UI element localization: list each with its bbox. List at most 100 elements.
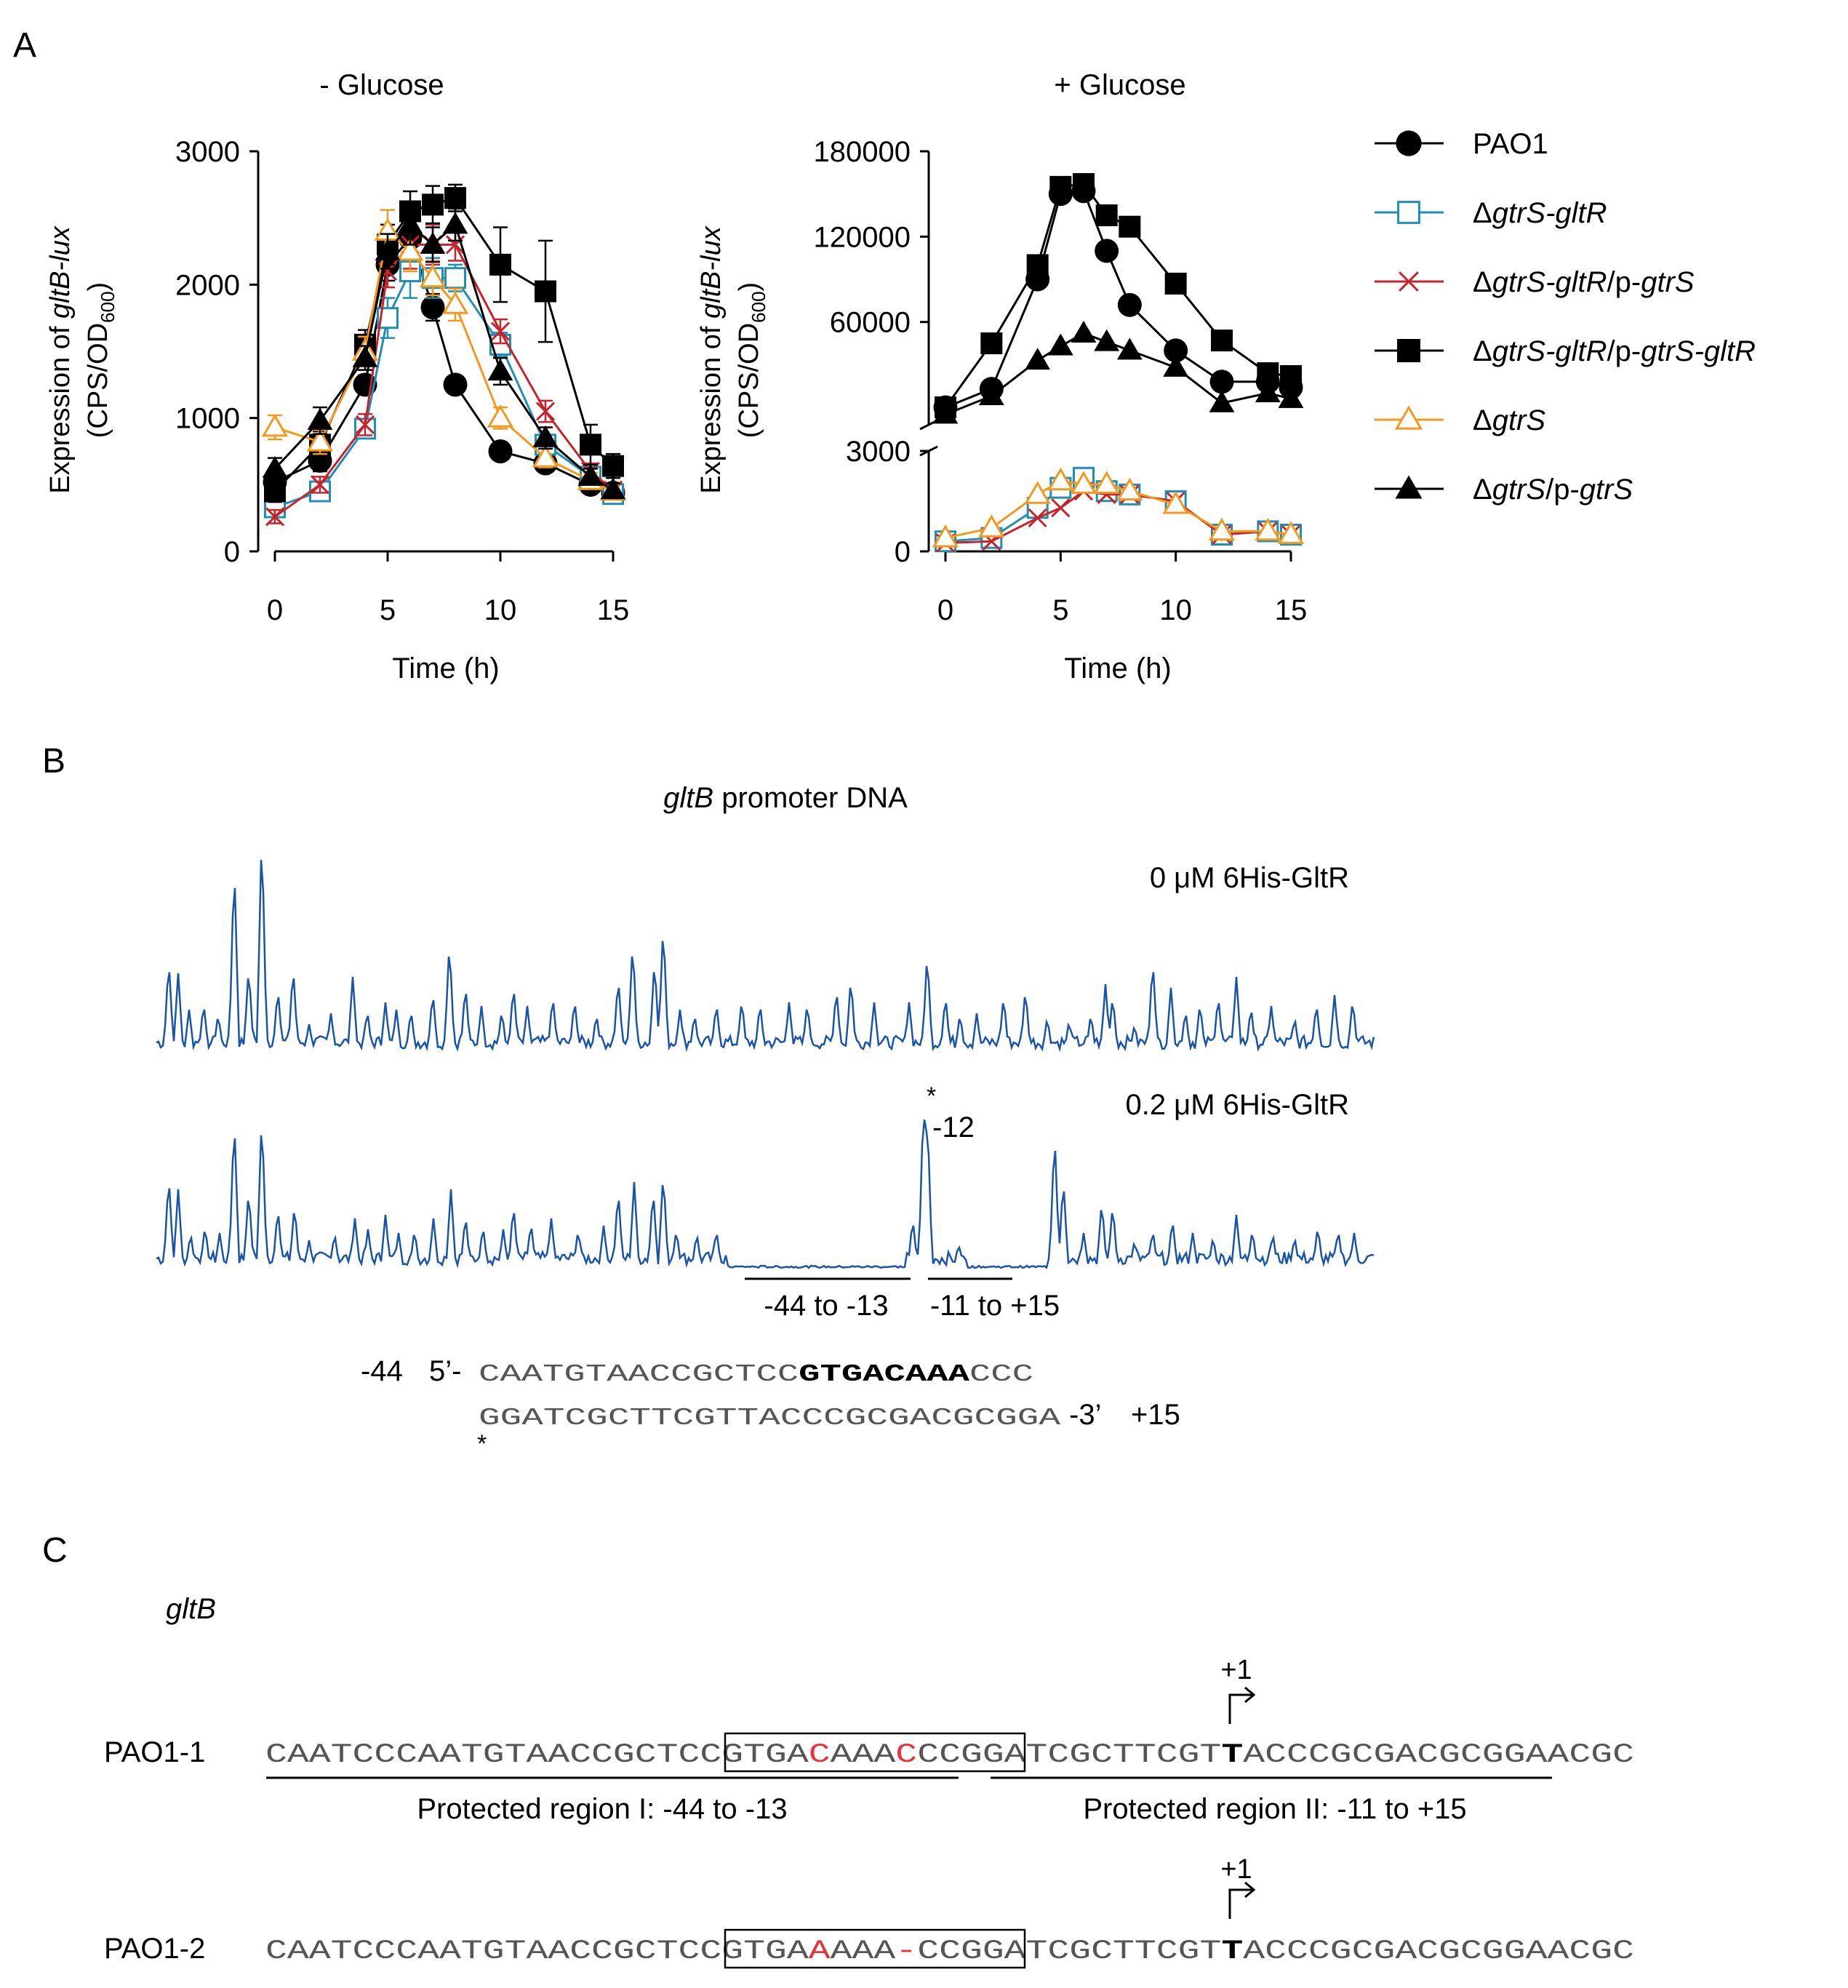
chart1-ylabel-line1: Expression of gltB-lux (45, 225, 76, 494)
chart2-xtick-label: 10 (1159, 594, 1192, 626)
chart1-ytick-label: 2000 (175, 269, 240, 301)
chart1-point (577, 463, 604, 486)
chart2-point (1051, 498, 1071, 518)
chart1-ytick-label: 0 (224, 536, 240, 568)
row2-tss-arrowhead (1244, 1881, 1256, 1899)
chart1-point (396, 237, 424, 261)
chart1-point (307, 407, 333, 430)
chart1-point (602, 455, 624, 477)
trace-0.2uM (156, 1119, 1375, 1269)
chart1-ytick-label: 1000 (175, 403, 240, 435)
legend-item: ΔgtrS (1375, 404, 1545, 436)
chart1-point (441, 291, 469, 314)
legend-item: ΔgtrS-gltR/p-gtrS (1375, 266, 1695, 298)
legend-item: PAO1 (1375, 128, 1548, 160)
chart2-point (1025, 348, 1051, 370)
chart2-point (1119, 215, 1141, 238)
chart2-point (1255, 380, 1281, 403)
row2-label: PAO1-2 (104, 1933, 205, 1965)
chart1-point (535, 402, 556, 421)
region1-label: -44 to -13 (764, 1290, 888, 1322)
chart2-point (1071, 320, 1097, 343)
chart2-ytick-label: 60000 (830, 307, 911, 339)
chart2-point (1117, 292, 1142, 317)
chart1-point (261, 413, 289, 437)
chart2-point (1278, 386, 1304, 408)
seq-right-pos: +15 (1131, 1399, 1180, 1431)
chart2-point (980, 332, 1003, 354)
chart1-point (306, 428, 334, 452)
panel-label-c: C (42, 1531, 68, 1570)
chart2-point (1070, 471, 1097, 494)
chart2-xtick-label: 15 (1275, 594, 1308, 626)
chart1-ylabel-line2: (CPS/OD600) (83, 282, 119, 438)
chart1-point (487, 404, 514, 428)
chart2-point (1163, 354, 1189, 377)
chart2-series-1 (935, 466, 1302, 553)
panel-b-title: gltB promoter DNA (663, 782, 908, 814)
row1-tss-arrowhead (1244, 1686, 1256, 1704)
chart1-ylabel: Expression of gltB-lux (CPS/OD600) (45, 225, 119, 494)
chart2-title: + Glucose (1054, 69, 1185, 101)
chart2-point (1073, 172, 1095, 195)
legend-label: ΔgtrS-gltR/p-gtrS (1473, 266, 1695, 298)
row2-sequence: CAATCCCAATGTAACCGCTCC GTGA A AAA - CCGGA TCGCT… (265, 1936, 1634, 1967)
chart2-point (1094, 329, 1120, 351)
chart2-ytick-label: 3000 (846, 436, 911, 468)
legend-marker (1395, 475, 1423, 499)
legend-marker (1394, 405, 1423, 430)
row2-motif-box (724, 1928, 1026, 1969)
chart2-series-5 (932, 320, 1304, 424)
chart1-point (444, 267, 466, 290)
chart2-point (1280, 364, 1302, 387)
panel-label-b: B (42, 742, 65, 781)
chart1-point (262, 455, 288, 478)
chart2-xlabel: Time (h) (1064, 652, 1171, 684)
chart2-point (1095, 239, 1119, 263)
chart2-series-0 (933, 179, 1303, 420)
chart2-ylabel-line1: Expression of gltB-lux (696, 225, 727, 494)
legend-marker (1397, 201, 1420, 224)
chart1-point (419, 264, 447, 288)
chart1-point (397, 212, 423, 234)
chart1-point (352, 345, 378, 367)
chart2-point (1049, 175, 1072, 198)
chart2-point (932, 524, 959, 548)
chart1-point (489, 253, 511, 276)
chart2-point (1209, 390, 1235, 412)
row1-label: PAO1-1 (104, 1736, 205, 1768)
chart2-ylabel-line2: (CPS/OD600) (734, 282, 769, 438)
chart1-xtick-label: 15 (597, 594, 630, 626)
chart2-point (1047, 467, 1074, 491)
seq-line1: CAATGTAACCGCTCC GTGACAAA CCC (479, 1361, 1033, 1388)
row1-sequence: CAATCCCAATGTAACCGCTCC GTGA C AAA C CCGGA TCGCT… (265, 1740, 1634, 1771)
chart2-ytick-label: 0 (895, 536, 911, 568)
chart1-point (310, 475, 330, 495)
trace2-label: 0.2 μM 6His-GltR (1125, 1089, 1349, 1121)
legend-item: ΔgtrS/p-gtrS (1375, 474, 1633, 506)
chart2-series-3 (935, 172, 1302, 418)
chart1-point (443, 372, 468, 397)
peak-star: * (927, 1082, 936, 1110)
chart2-point (1208, 517, 1236, 541)
protected-region1-label: Protected region I: -44 to -13 (417, 1793, 787, 1825)
legend: PAO1 ΔgtrS-gltR ΔgtrS-gltR/p-gtrS ΔgtrS-glt… (1375, 128, 1756, 506)
chart1-point (442, 212, 468, 234)
chart2-xtick-label: 5 (1052, 594, 1068, 626)
chart1-point (487, 359, 513, 381)
chart1-point (375, 239, 401, 261)
chart1-point (422, 193, 444, 216)
chart1-point (488, 439, 513, 463)
seq-three-prime: -3’ (1069, 1399, 1101, 1431)
chart2-point (1211, 330, 1233, 352)
chart-minus-glucose: - Glucose Expression of gltB-lux (CPS/OD… (45, 69, 629, 684)
chart2-series-line (945, 190, 1292, 409)
chart-plus-glucose: + Glucose Expression of gltB-lux (CPS/OD… (696, 69, 1307, 684)
chart1-point (444, 187, 466, 209)
chart1-ytick-label: 3000 (175, 136, 240, 168)
legend-label: ΔgtrS (1473, 404, 1545, 436)
chart1-point (532, 425, 559, 447)
row2-tss-arrow (1228, 1888, 1252, 1919)
seq-left-pos: -44 (361, 1355, 403, 1387)
